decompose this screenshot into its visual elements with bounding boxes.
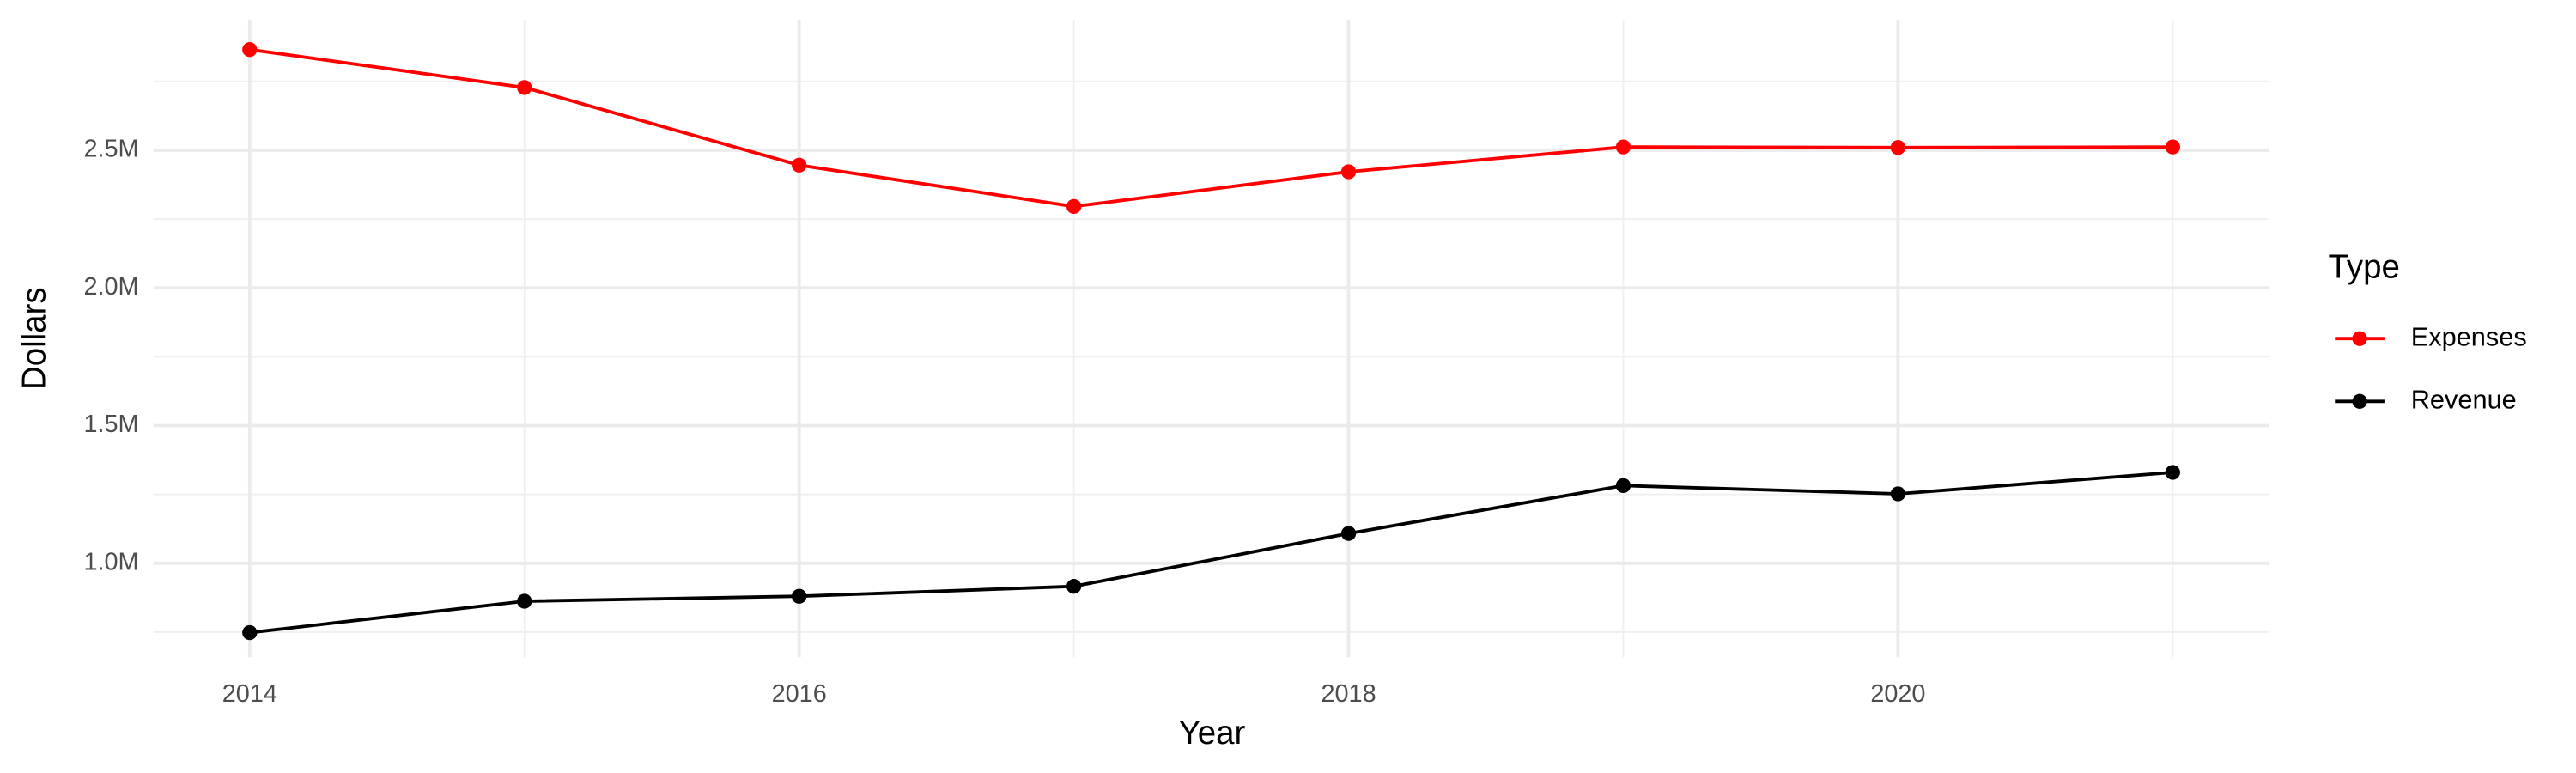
data-point — [517, 593, 532, 609]
x-tick-label: 2014 — [222, 680, 277, 708]
data-point — [1615, 478, 1631, 494]
legend-label: Revenue — [2411, 384, 2517, 414]
y-axis-title: Dollars — [15, 287, 52, 390]
data-point — [1890, 140, 1906, 155]
x-tick-label: 2018 — [1321, 680, 1376, 708]
data-point — [1615, 139, 1631, 155]
legend-key-point — [2352, 393, 2367, 409]
data-point — [792, 157, 807, 173]
y-tick-label: 2.5M — [83, 136, 138, 163]
legend-title: Type — [2329, 249, 2400, 286]
legend-key-point — [2352, 331, 2367, 346]
data-point — [792, 588, 807, 604]
data-point — [242, 42, 258, 58]
x-tick-label: 2020 — [1870, 680, 1925, 708]
data-point — [242, 624, 258, 641]
data-point — [1066, 198, 1082, 215]
data-point — [1066, 579, 1082, 594]
data-point — [2165, 139, 2180, 155]
data-point — [1890, 486, 1906, 502]
data-point — [1340, 164, 1357, 180]
data-point — [517, 80, 532, 95]
y-tick-label: 1.5M — [83, 411, 138, 438]
y-tick-label: 1.0M — [83, 548, 138, 575]
data-point — [1340, 526, 1357, 541]
series-line — [249, 47, 2173, 209]
x-tick-label: 2016 — [772, 680, 827, 708]
data-point — [2165, 465, 2180, 480]
legend-label: Expenses — [2411, 321, 2527, 351]
y-tick-label: 2.0M — [83, 273, 138, 301]
x-axis-title: Year — [1179, 715, 1246, 752]
series-line — [249, 471, 2173, 635]
